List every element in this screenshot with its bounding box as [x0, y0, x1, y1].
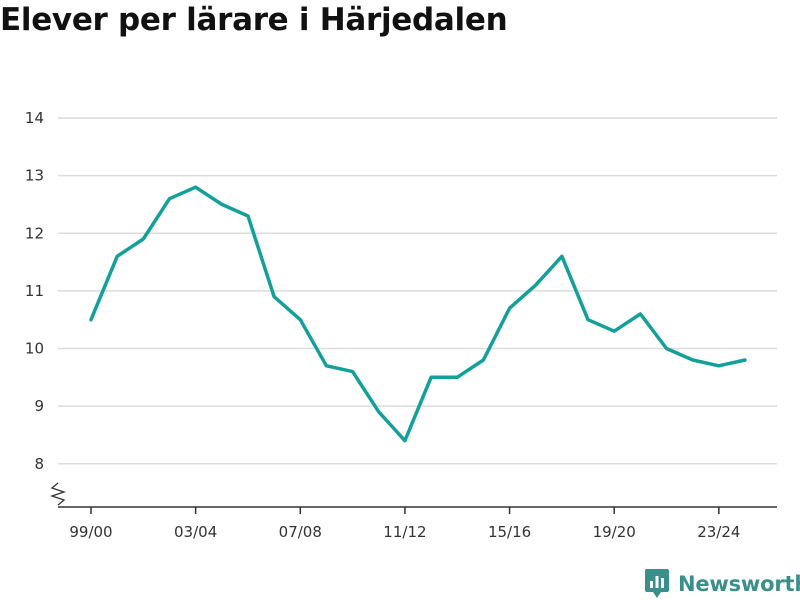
x-tick-label: 23/24	[697, 523, 740, 541]
y-tick-label: 11	[25, 282, 44, 300]
x-tick-label: 15/16	[488, 523, 531, 541]
y-tick-label: 8	[34, 455, 44, 473]
y-tick-label: 10	[25, 340, 44, 358]
y-tick-label: 9	[34, 397, 44, 415]
newsworthy-brand[interactable]: Newsworthy	[644, 568, 800, 600]
newsworthy-logo-icon	[645, 569, 669, 598]
axis-break-icon	[49, 482, 67, 506]
x-tick-label: 07/08	[279, 523, 322, 541]
y-tick-label: 13	[25, 167, 44, 185]
series-line	[89, 185, 747, 443]
y-tick-label: 12	[25, 224, 44, 242]
x-tick-label: 19/20	[593, 523, 636, 541]
x-tick-label: 11/12	[383, 523, 426, 541]
x-tick-label: 03/04	[174, 523, 217, 541]
chart-title: Elever per lärare i Härjedalen	[0, 2, 508, 38]
brand-name: Newsworthy	[678, 572, 800, 596]
x-tick-label: 99/00	[69, 523, 112, 541]
y-tick-label: 14	[25, 109, 44, 127]
